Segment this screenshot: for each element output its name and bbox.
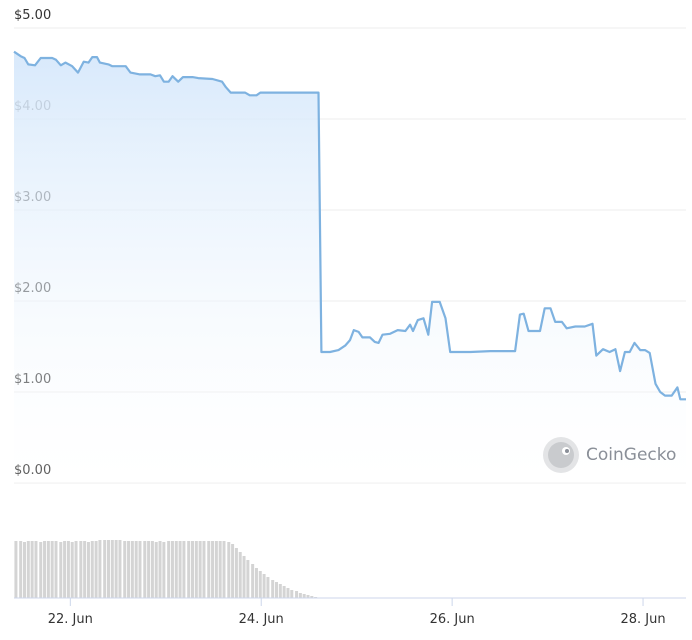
volume-bar	[50, 541, 54, 598]
volume-bar	[39, 542, 43, 598]
volume-bar	[178, 541, 182, 598]
volume-bar	[266, 577, 270, 598]
volume-bar	[110, 540, 114, 598]
volume-bar	[207, 541, 211, 598]
x-tick-label: 26. Jun	[430, 612, 475, 627]
volume-bar	[74, 541, 78, 598]
volume-bar	[114, 540, 118, 598]
volume-bar	[30, 541, 34, 598]
volume-bar	[242, 556, 246, 598]
volume-bar	[282, 586, 286, 598]
volume-bar	[107, 540, 110, 598]
volume-bar	[251, 564, 255, 598]
volume-bar	[306, 595, 310, 598]
volume-bar	[70, 542, 74, 598]
volume-bar	[202, 541, 206, 598]
volume-bar	[143, 541, 147, 598]
volume-bar	[187, 541, 191, 598]
volume-bar	[63, 541, 67, 598]
volume-bar	[271, 580, 275, 598]
volume-bar	[295, 591, 299, 598]
volume-bar	[154, 542, 158, 598]
volume-bar	[23, 542, 26, 598]
volume-bar	[262, 574, 266, 598]
volume-bar	[167, 541, 171, 598]
volume-bar	[118, 540, 122, 598]
volume-bar	[66, 541, 70, 598]
volume-bar	[134, 541, 138, 598]
volume-bar	[43, 541, 47, 598]
volume-bar	[194, 541, 198, 598]
volume-bar	[170, 541, 174, 598]
volume-bar	[103, 540, 107, 598]
x-tick-label: 28. Jun	[620, 612, 665, 627]
volume-bar	[310, 596, 314, 598]
volume-bar	[98, 540, 102, 598]
volume-bar	[246, 560, 250, 598]
volume-bar	[83, 541, 87, 598]
volume-bar	[150, 541, 154, 598]
volume-bar	[191, 541, 194, 598]
volume-bar	[59, 542, 63, 598]
y-tick-label: $5.00	[14, 8, 51, 23]
volume-bar	[14, 541, 18, 598]
volume-bar	[238, 552, 242, 598]
volume-bar	[90, 541, 94, 598]
volume-bar	[234, 548, 238, 598]
volume-bar	[46, 541, 50, 598]
volume-bar	[214, 541, 218, 598]
volume-bar	[19, 541, 23, 598]
x-tick-label: 24. Jun	[239, 612, 284, 627]
watermark: CoinGecko	[586, 445, 676, 465]
volume-bar	[182, 541, 186, 598]
price-area	[14, 51, 686, 483]
volume-bar	[123, 541, 127, 598]
x-axis: 22. Jun 24. Jun 26. Jun 28. Jun	[14, 597, 686, 627]
x-tick-label: 22. Jun	[48, 612, 93, 627]
volume-bar	[86, 542, 90, 598]
volume-bars	[14, 540, 318, 598]
volume-bar	[162, 542, 166, 598]
volume-bar	[231, 544, 235, 598]
volume-bar	[127, 541, 131, 598]
volume-bar	[286, 588, 290, 598]
volume-bar	[138, 541, 142, 598]
volume-bar	[34, 541, 38, 598]
volume-bar	[94, 541, 98, 598]
volume-bar	[298, 593, 302, 598]
volume-bar	[278, 584, 282, 598]
volume-bar	[254, 568, 258, 598]
volume-bar	[26, 541, 30, 598]
volume-bar	[158, 541, 162, 598]
volume-bar	[258, 571, 262, 598]
volume-bar	[302, 594, 306, 598]
volume-bar	[174, 541, 178, 598]
plot	[13, 50, 686, 483]
volume-bar	[227, 542, 231, 598]
volume-bar	[198, 541, 202, 598]
volume-bar	[130, 541, 134, 598]
volume-bar	[218, 541, 222, 598]
volume-bar	[79, 541, 83, 598]
volume-bar	[147, 541, 151, 598]
volume-bar	[275, 582, 278, 598]
volume-bar	[54, 541, 58, 598]
volume-bar	[290, 590, 294, 598]
watermark-logo	[543, 437, 579, 473]
volume-bar	[222, 541, 226, 598]
volume-bar	[211, 541, 215, 598]
price-line	[13, 50, 686, 401]
